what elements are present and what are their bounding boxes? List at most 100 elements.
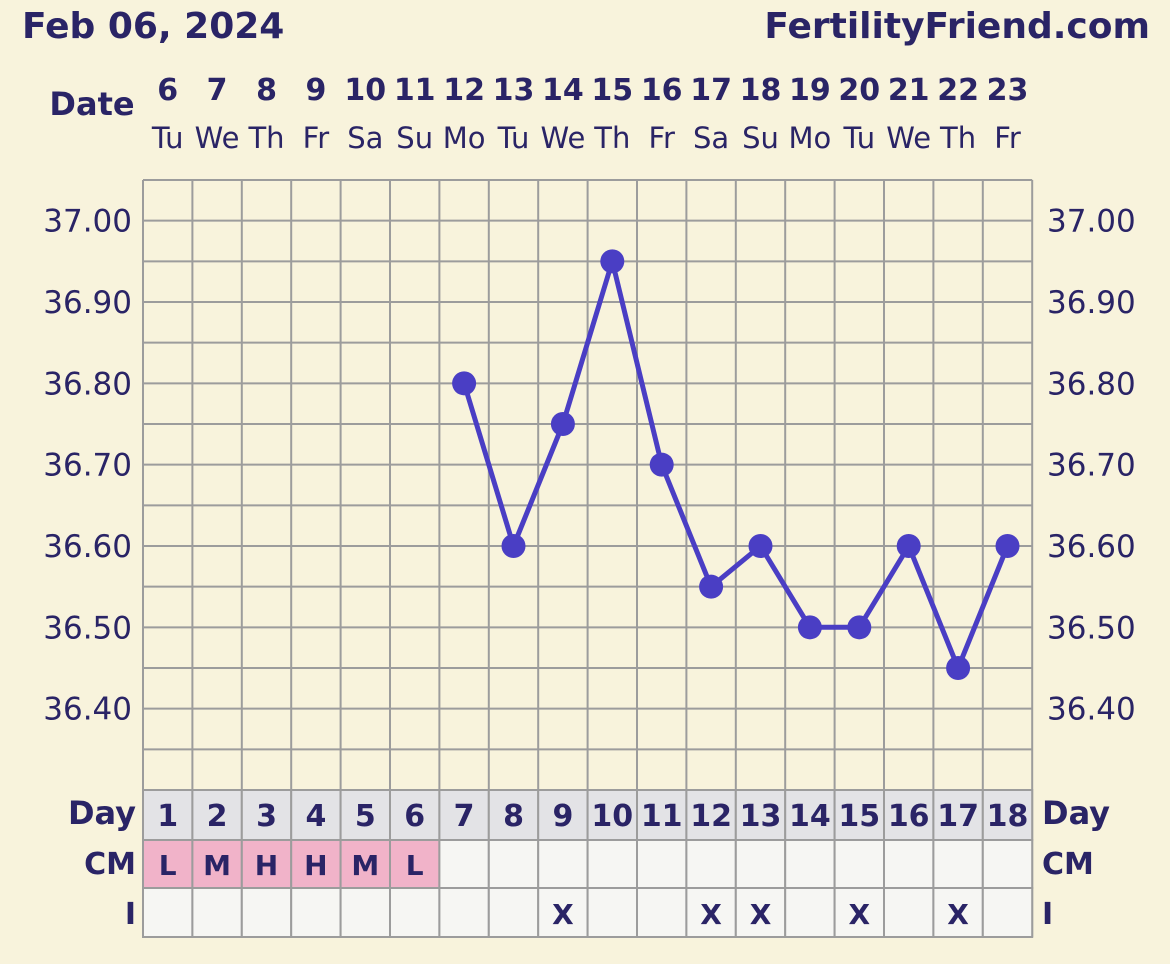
cm-cell [784,839,836,889]
date-label: 15 [591,73,633,108]
weekday-label: Th [939,121,976,155]
day-cell [981,789,1034,841]
cm-cell [586,839,638,889]
chart-labels: 37.00 37.00 36.90 36.90 36.80 36.80 36.70 36.70… [43,73,1136,932]
date-label: 18 [740,73,782,108]
cm-cell [734,839,787,889]
cycle-day-label: 12 [690,799,732,834]
intercourse-mark: X [552,898,574,931]
date-label: 16 [641,73,683,108]
temperature-point [649,452,674,477]
cm-cell [339,839,392,889]
day-cell [883,789,935,841]
date-label: 6 [157,73,178,108]
cm-value: L [159,849,177,882]
cm-cell [932,839,984,889]
weekday-label: Fr [648,121,675,155]
cycle-day-label: 2 [207,799,228,834]
y-tick-label-right: 36.40 [1047,692,1136,728]
day-cell [142,789,194,841]
y-tick-label-left: 36.80 [43,366,132,402]
y-tick-label-left: 36.40 [43,692,132,728]
row-label-intercourse-right: I [1042,897,1053,932]
weekday-label: Th [247,121,284,155]
cm-cell [833,839,885,889]
date-label: 21 [888,73,930,108]
weekday-label: We [540,121,585,155]
cm-value: H [304,849,327,882]
cm-cell [685,839,737,889]
date-label: 20 [838,73,880,108]
weekday-label: Su [742,121,779,155]
cycle-day-label: 4 [305,799,326,834]
cm-cell [981,839,1034,889]
cycle-day-label: 18 [987,799,1029,834]
cycle-day-label: 6 [404,799,425,834]
cm-value: L [406,849,424,882]
weekday-label: Tu [151,121,184,155]
row-label-intercourse-left: I [125,897,136,932]
temperature-point [600,249,625,274]
cycle-day-label: 8 [503,799,524,834]
y-tick-label-left: 36.60 [43,529,132,565]
row-label-day-right: Day [1042,794,1110,832]
intercourse-cell [883,887,935,938]
intercourse-cell [586,887,638,938]
temperature-point [995,534,1020,558]
row-label-cm-right: CM [1042,847,1094,882]
day-cell [932,789,984,841]
day-cell [734,789,787,841]
intercourse-cell [191,887,243,938]
y-tick-label-left: 36.50 [43,610,132,646]
weekday-label: Mo [789,121,832,155]
weekday-label: We [886,121,931,155]
cycle-day-label: 10 [591,799,633,834]
temperature-point [501,534,526,558]
weekday-label: Mo [443,121,486,155]
cm-value: M [351,849,379,882]
date-label: 8 [256,73,277,108]
date-label: 11 [394,73,436,108]
intercourse-cell [636,887,688,938]
intercourse-cell [240,887,293,938]
intercourse-cell [142,887,194,938]
temperature-point [797,615,822,640]
cycle-day-label: 17 [937,799,979,834]
weekday-label: Tu [842,121,875,155]
row-label-day-left: Day [68,794,136,832]
y-tick-label-left: 36.70 [43,448,132,484]
weekday-label: Fr [994,121,1021,155]
cycle-day-label: 11 [641,799,683,834]
temperature-line [452,249,1020,680]
weekday-label: Fr [303,121,330,155]
weekday-label: Su [396,121,433,155]
cm-value: H [255,849,278,882]
cycle-day-label: 16 [888,799,930,834]
weekday-label: We [195,121,240,155]
cm-cell [537,839,589,889]
intercourse-cell [438,887,490,938]
cycle-day-label: 3 [256,799,277,834]
weekday-label: Sa [347,121,383,155]
cycle-day-label: 13 [740,799,782,834]
date-label: 19 [789,73,831,108]
date-label: 12 [443,73,485,108]
date-label: 9 [305,73,326,108]
date-label: 23 [987,73,1029,108]
day-cell [487,789,540,841]
intercourse-cell [685,887,737,938]
chart-date-title: Feb 06, 2024 [22,6,284,47]
temperature-point [847,615,872,640]
weekday-label: Tu [497,121,530,155]
intercourse-cell [981,887,1034,938]
y-tick-label-left: 37.00 [43,204,132,240]
intercourse-cell [339,887,392,938]
cycle-day-label: 7 [454,799,475,834]
intercourse-mark: X [750,898,772,931]
temperature-point [748,534,773,558]
cm-value: M [203,849,231,882]
cycle-day-label: 9 [552,799,573,834]
weekday-label: Th [593,121,630,155]
